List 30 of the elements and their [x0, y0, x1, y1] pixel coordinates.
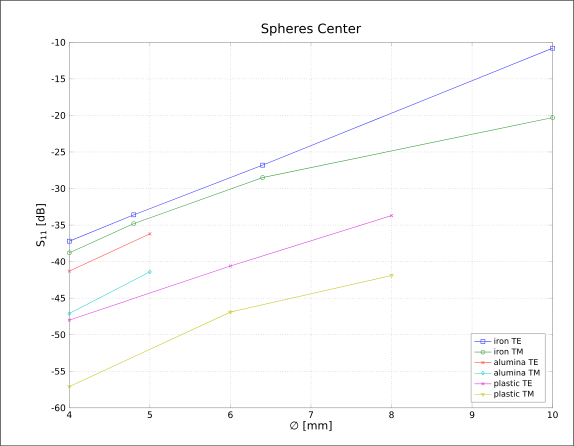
- y-tick-label: -15: [52, 75, 65, 82]
- y-tick-label: -20: [52, 112, 66, 119]
- point: [131, 212, 136, 218]
- y-tick-label: -30: [52, 185, 66, 192]
- x-tick-label: 6: [228, 411, 233, 418]
- point: [260, 175, 265, 180]
- x-tick-label: 5: [148, 411, 152, 418]
- point: [228, 264, 232, 268]
- x-tick-label: 4: [66, 411, 72, 418]
- x-tick-label: 9: [470, 411, 474, 418]
- point: [260, 162, 265, 168]
- y-tick-label: -40: [52, 258, 66, 265]
- point: [228, 310, 232, 314]
- y-tick-label: -35: [52, 222, 65, 228]
- y-tick-label: -55: [52, 368, 65, 375]
- y-tick-label: -10: [52, 38, 66, 46]
- line-series: [67, 46, 555, 244]
- y-tick-label: -45: [52, 294, 65, 302]
- point: [550, 46, 555, 50]
- y-tick-label: -50: [52, 331, 66, 338]
- point: [131, 221, 136, 226]
- y-tick-label: -60: [52, 404, 66, 412]
- chart-title: Spheres Center: [262, 23, 362, 36]
- y-tick-label: -25: [52, 148, 65, 156]
- x-tick-label: 7: [308, 411, 314, 418]
- x-tick-label: 10: [548, 411, 558, 418]
- y-axis-title: S$_{11}$ [dB]: [36, 204, 46, 246]
- x-axis-title: ∅ [mm]: [290, 420, 332, 431]
- point: [67, 238, 72, 244]
- x-tick-label: 8: [389, 411, 394, 418]
